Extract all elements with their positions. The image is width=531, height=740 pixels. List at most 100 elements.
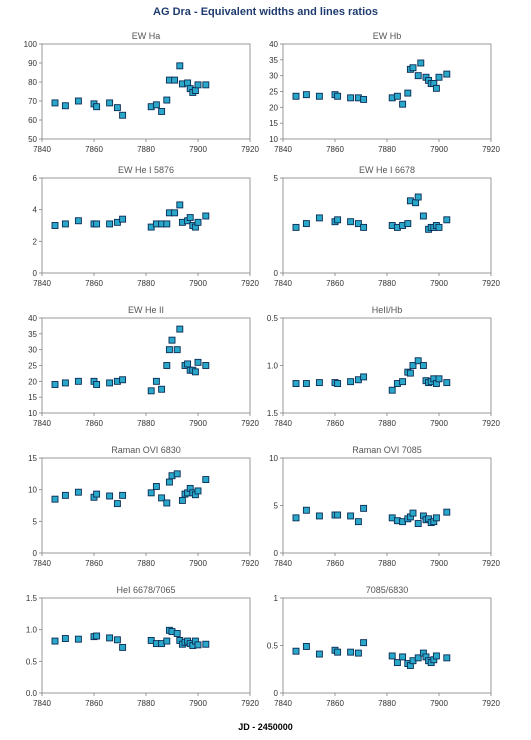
- panel-1-point: [93, 103, 101, 111]
- panel-1-ytick-label: 80: [28, 78, 37, 87]
- panel-2-point: [347, 94, 355, 102]
- panel-2-point: [334, 92, 342, 100]
- panel-5-ytick-label: 20: [28, 377, 37, 386]
- panel-1-title: EW Ha: [132, 31, 161, 41]
- panel-3-xtick-label: 7840: [33, 279, 51, 288]
- panel-4-frame: [282, 177, 492, 274]
- panel-10-xtick-label: 7900: [430, 699, 448, 708]
- panel-8-ytick-label: 0: [274, 549, 279, 558]
- panel-2-ytick-label: 30: [269, 72, 278, 81]
- panel-8-title: Raman OVI 7085: [352, 445, 422, 455]
- panel-3-point: [119, 215, 127, 223]
- panel-1-ytick-label: 100: [24, 40, 38, 49]
- panel-8-point: [354, 518, 362, 526]
- panel-5-point: [147, 387, 155, 395]
- panel-7-point: [51, 495, 59, 503]
- panel-3-point: [74, 217, 82, 225]
- panel-5-frame: [41, 317, 251, 414]
- panel-1-xtick-label: 7840: [33, 145, 51, 154]
- panel-9-point: [173, 630, 181, 637]
- panel-9-point: [106, 634, 114, 642]
- panel-3-point: [106, 220, 114, 228]
- panel-7-ytick-label: 5: [33, 517, 38, 526]
- panel-1-ytick-label: 60: [28, 116, 37, 125]
- panel-6-xtick-label: 7900: [430, 419, 448, 428]
- panel-7-point: [173, 470, 181, 478]
- panel-6-ytick-label: 1.0: [267, 362, 279, 371]
- panel-4-xtick-label: 7840: [274, 279, 292, 288]
- panel-3-point: [194, 218, 202, 226]
- panel-10-xtick-label: 7880: [378, 699, 396, 708]
- panel-6-ytick-label: 0.5: [267, 314, 279, 323]
- panel-5-point: [173, 346, 181, 354]
- panel-1-point: [51, 99, 59, 107]
- panel-2-point: [409, 64, 417, 72]
- panel-8-ytick-label: 10: [269, 454, 278, 463]
- panel-8-point: [409, 509, 417, 517]
- panel-4-ytick-label: 0: [274, 269, 279, 278]
- panel-10-point: [360, 639, 368, 647]
- panel-10-point: [292, 647, 300, 655]
- panel-9-xtick-label: 7860: [85, 699, 103, 708]
- panel-10-xtick-label: 7860: [326, 699, 344, 708]
- panel-3-ytick-label: 0: [33, 269, 38, 278]
- panel-8-point: [334, 511, 342, 519]
- panel-7-point: [202, 476, 210, 483]
- panel-2-point: [360, 95, 368, 103]
- panel-9-xtick-label: 7920: [241, 699, 259, 708]
- panel-2-frame: [282, 43, 492, 140]
- panel-9-xtick-label: 7900: [189, 699, 207, 708]
- panel-5-point: [184, 360, 192, 368]
- panel-7-ytick-label: 0: [33, 549, 38, 558]
- figure-title: AG Dra - Equivalent widths and lines rat…: [153, 6, 378, 18]
- panel-2-ytick-label: 10: [269, 135, 278, 144]
- panel-10-point: [432, 652, 440, 660]
- panel-10-frame: [282, 597, 492, 694]
- panel-3-ytick-label: 2: [33, 237, 38, 246]
- panel-3-point: [163, 220, 171, 228]
- panel-8-point: [315, 512, 323, 520]
- panel-2-point: [315, 92, 323, 100]
- panel-4-xtick-label: 7900: [430, 279, 448, 288]
- panel-5-ytick-label: 15: [28, 393, 37, 402]
- panel-6-xtick-label: 7840: [274, 419, 292, 428]
- panel-8-frame: [282, 457, 492, 554]
- panel-6-xtick-label: 7860: [326, 419, 344, 428]
- panel-6-point: [414, 357, 422, 365]
- panel-1-point: [158, 107, 166, 115]
- panel-3-ytick-label: 4: [33, 206, 38, 215]
- panel-2-ytick-label: 40: [269, 40, 278, 49]
- panel-2-ytick-label: 25: [269, 88, 278, 97]
- panel-2-ytick-label: 35: [269, 56, 278, 65]
- panel-5-xtick-label: 7880: [137, 419, 155, 428]
- panel-9-point: [163, 637, 171, 645]
- panel-7-title: Raman OVI 6830: [111, 445, 181, 455]
- panel-5-point: [51, 381, 59, 388]
- panel-3-title: EW He I 5876: [118, 165, 174, 175]
- panel-5-point: [61, 379, 69, 387]
- panel-7-point: [113, 500, 121, 508]
- panel-10-title: 7085/6830: [366, 585, 409, 595]
- panel-5-ytick-label: 40: [28, 314, 37, 323]
- panel-4-point: [347, 218, 355, 226]
- x-axis-label: JD - 2450000: [238, 722, 293, 732]
- panel-5-xtick-label: 7840: [33, 419, 51, 428]
- panel-9-point: [194, 641, 202, 649]
- panel-8-point: [443, 508, 451, 516]
- panel-10-ytick-label: 0.5: [267, 642, 279, 651]
- panel-10-point: [347, 648, 355, 656]
- panel-7-point: [165, 478, 173, 486]
- panel-6-xtick-label: 7880: [378, 419, 396, 428]
- panel-9-ytick-label: 0.5: [26, 657, 38, 666]
- panel-10-point: [399, 653, 407, 661]
- panel-1-point: [61, 102, 69, 110]
- panel-7-point: [61, 491, 69, 499]
- panel-5-ytick-label: 25: [28, 362, 37, 371]
- panel-6-point: [334, 380, 342, 387]
- panel-9-point: [113, 636, 121, 644]
- panel-3-point: [186, 214, 194, 222]
- panel-1-point: [106, 99, 114, 107]
- panel-3-point: [171, 209, 179, 217]
- panel-1-point: [119, 111, 127, 119]
